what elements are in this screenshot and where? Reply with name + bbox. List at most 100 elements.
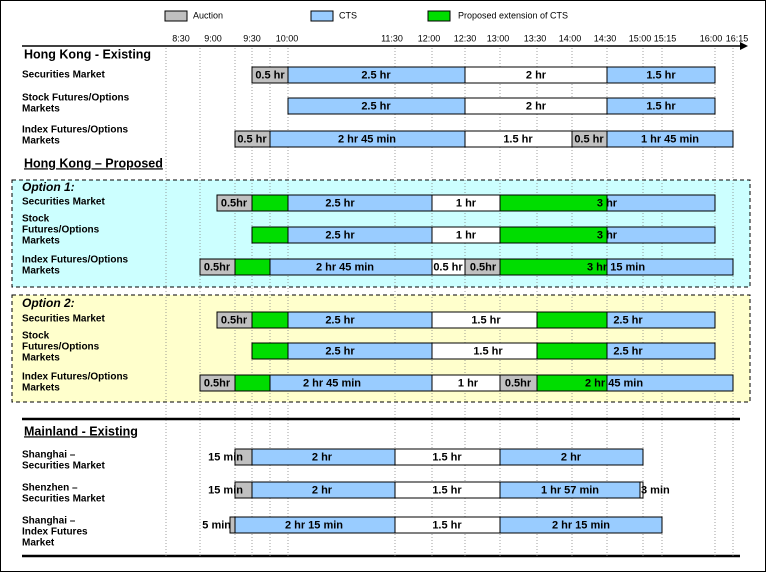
bar-label: 2.5 hr [613, 345, 643, 357]
bar-label: 15 min [208, 451, 243, 463]
row-label: Market [22, 538, 55, 549]
bar-label: 0.5hr [204, 377, 231, 389]
row-label: Securities Market [22, 70, 105, 81]
row-label: Index Futures/Options [22, 125, 129, 136]
bar-label: 1.5 hr [432, 519, 462, 531]
bar-segment [251, 226, 289, 244]
bar-label: 1 hr [456, 229, 477, 241]
bar-label: 1.5 hr [432, 484, 462, 496]
bar-segment [536, 342, 608, 360]
time-label: 14:00 [559, 33, 582, 43]
row-label: Markets [22, 383, 60, 394]
bar-segment [606, 194, 716, 212]
bar-segment [606, 342, 716, 360]
bar-segment [606, 97, 716, 115]
legend-swatch-auction [164, 10, 188, 22]
bar-label: 2.5 hr [361, 100, 391, 112]
bar-label: 3 hr [597, 197, 618, 209]
row-label: Index Futures [22, 527, 88, 538]
bar-label: 1 hr 45 min [641, 133, 699, 145]
row-label: Stock [22, 331, 50, 342]
bar-segment [287, 226, 433, 244]
section-title: Hong Kong - Existing [24, 47, 151, 61]
bar-label: 1.5 hr [471, 314, 501, 326]
row-label: Markets [22, 353, 60, 364]
bar-label: 0.5hr [204, 261, 231, 273]
time-label: 14:30 [594, 33, 617, 43]
row-label: Securities Market [22, 494, 105, 505]
time-label: 10:00 [276, 33, 299, 43]
bar-segment [251, 311, 289, 329]
bar-label: 0.5hr [470, 261, 497, 273]
row-label: Stock Futures/Options [22, 93, 130, 104]
row-label: Shanghai – [22, 516, 76, 527]
legend-label: Proposed extension of CTS [458, 10, 568, 20]
bar-label: 2 hr [561, 451, 582, 463]
row-label: Markets [22, 266, 60, 277]
bar-label: 0.5 hr [574, 133, 604, 145]
bar-label: 1 hr [456, 197, 477, 209]
bar-label: 2 hr [312, 484, 333, 496]
row-label: Markets [22, 104, 60, 115]
bar-segment [234, 374, 271, 392]
time-label: 11:30 [381, 33, 403, 43]
section-title: Mainland - Existing [24, 424, 138, 438]
row-label: Shenzhen – [22, 483, 78, 494]
axis-arrow [740, 42, 748, 50]
bar-label: 2 hr 45 min [316, 261, 374, 273]
row-label: Markets [22, 236, 60, 247]
bar-segment [536, 311, 608, 329]
bar-label: 0.5 hr [237, 133, 267, 145]
bar-segment [499, 516, 663, 534]
row-label: Securities Market [22, 314, 105, 325]
time-label: 9:30 [243, 33, 261, 43]
bar-segment [606, 258, 734, 276]
bar-segment [499, 226, 608, 244]
option-title: Option 1: [22, 180, 75, 194]
row-label: Securities Market [22, 197, 105, 208]
time-label: 9:00 [204, 33, 222, 43]
legend-swatch-cts [310, 10, 334, 22]
bar-label: 0.5 hr [433, 261, 463, 273]
legend-swatch-extension [427, 10, 451, 22]
row-label: Stock [22, 214, 50, 225]
bar-segment [251, 194, 289, 212]
bar-label: 2 hr [526, 100, 547, 112]
bar-segment [606, 130, 734, 148]
bar-label: 0.5 hr [255, 69, 285, 81]
bar-label: 2 hr 45 min [585, 377, 643, 389]
row-label: Shanghai – [22, 450, 76, 461]
time-label: 12:30 [454, 33, 477, 43]
bar-label: 15 min [208, 484, 243, 496]
bar-label: 2.5 hr [325, 314, 355, 326]
bar-label: 2 hr 45 min [338, 133, 396, 145]
bar-label: 2.5 hr [325, 197, 355, 209]
time-label: 13:30 [524, 33, 547, 43]
time-label: 15:00 [629, 33, 652, 43]
time-label: 16:00 [700, 33, 723, 43]
bar-label: 5 min [202, 519, 231, 531]
option-title: Option 2: [22, 296, 75, 310]
bar-label: 2.5 hr [325, 345, 355, 357]
legend-label: Auction [193, 10, 223, 20]
legend-label: CTS [339, 10, 357, 20]
bar-segment [287, 342, 433, 360]
bar-label: 3 hr 15 min [587, 261, 645, 273]
bar-segment [287, 194, 433, 212]
bar-segment [606, 311, 716, 329]
bar-segment [606, 374, 734, 392]
bar-label: 1 hr [458, 377, 479, 389]
bar-label: 0.5hr [505, 377, 532, 389]
bar-label: 2.5 hr [325, 229, 355, 241]
bar-label: 1 hr 57 min [541, 484, 599, 496]
bar-label: 3 min [641, 484, 670, 496]
bar-label: 2.5 hr [613, 314, 643, 326]
bar-label: 0.5hr [221, 197, 248, 209]
bar-segment [499, 448, 644, 466]
bar-label: 0.5hr [221, 314, 248, 326]
bar-label: 2 hr 15 min [285, 519, 343, 531]
time-label: 8:30 [172, 33, 190, 43]
bar-segment [499, 194, 608, 212]
bar-segment [639, 481, 644, 499]
bar-label: 2 hr 45 min [303, 377, 361, 389]
